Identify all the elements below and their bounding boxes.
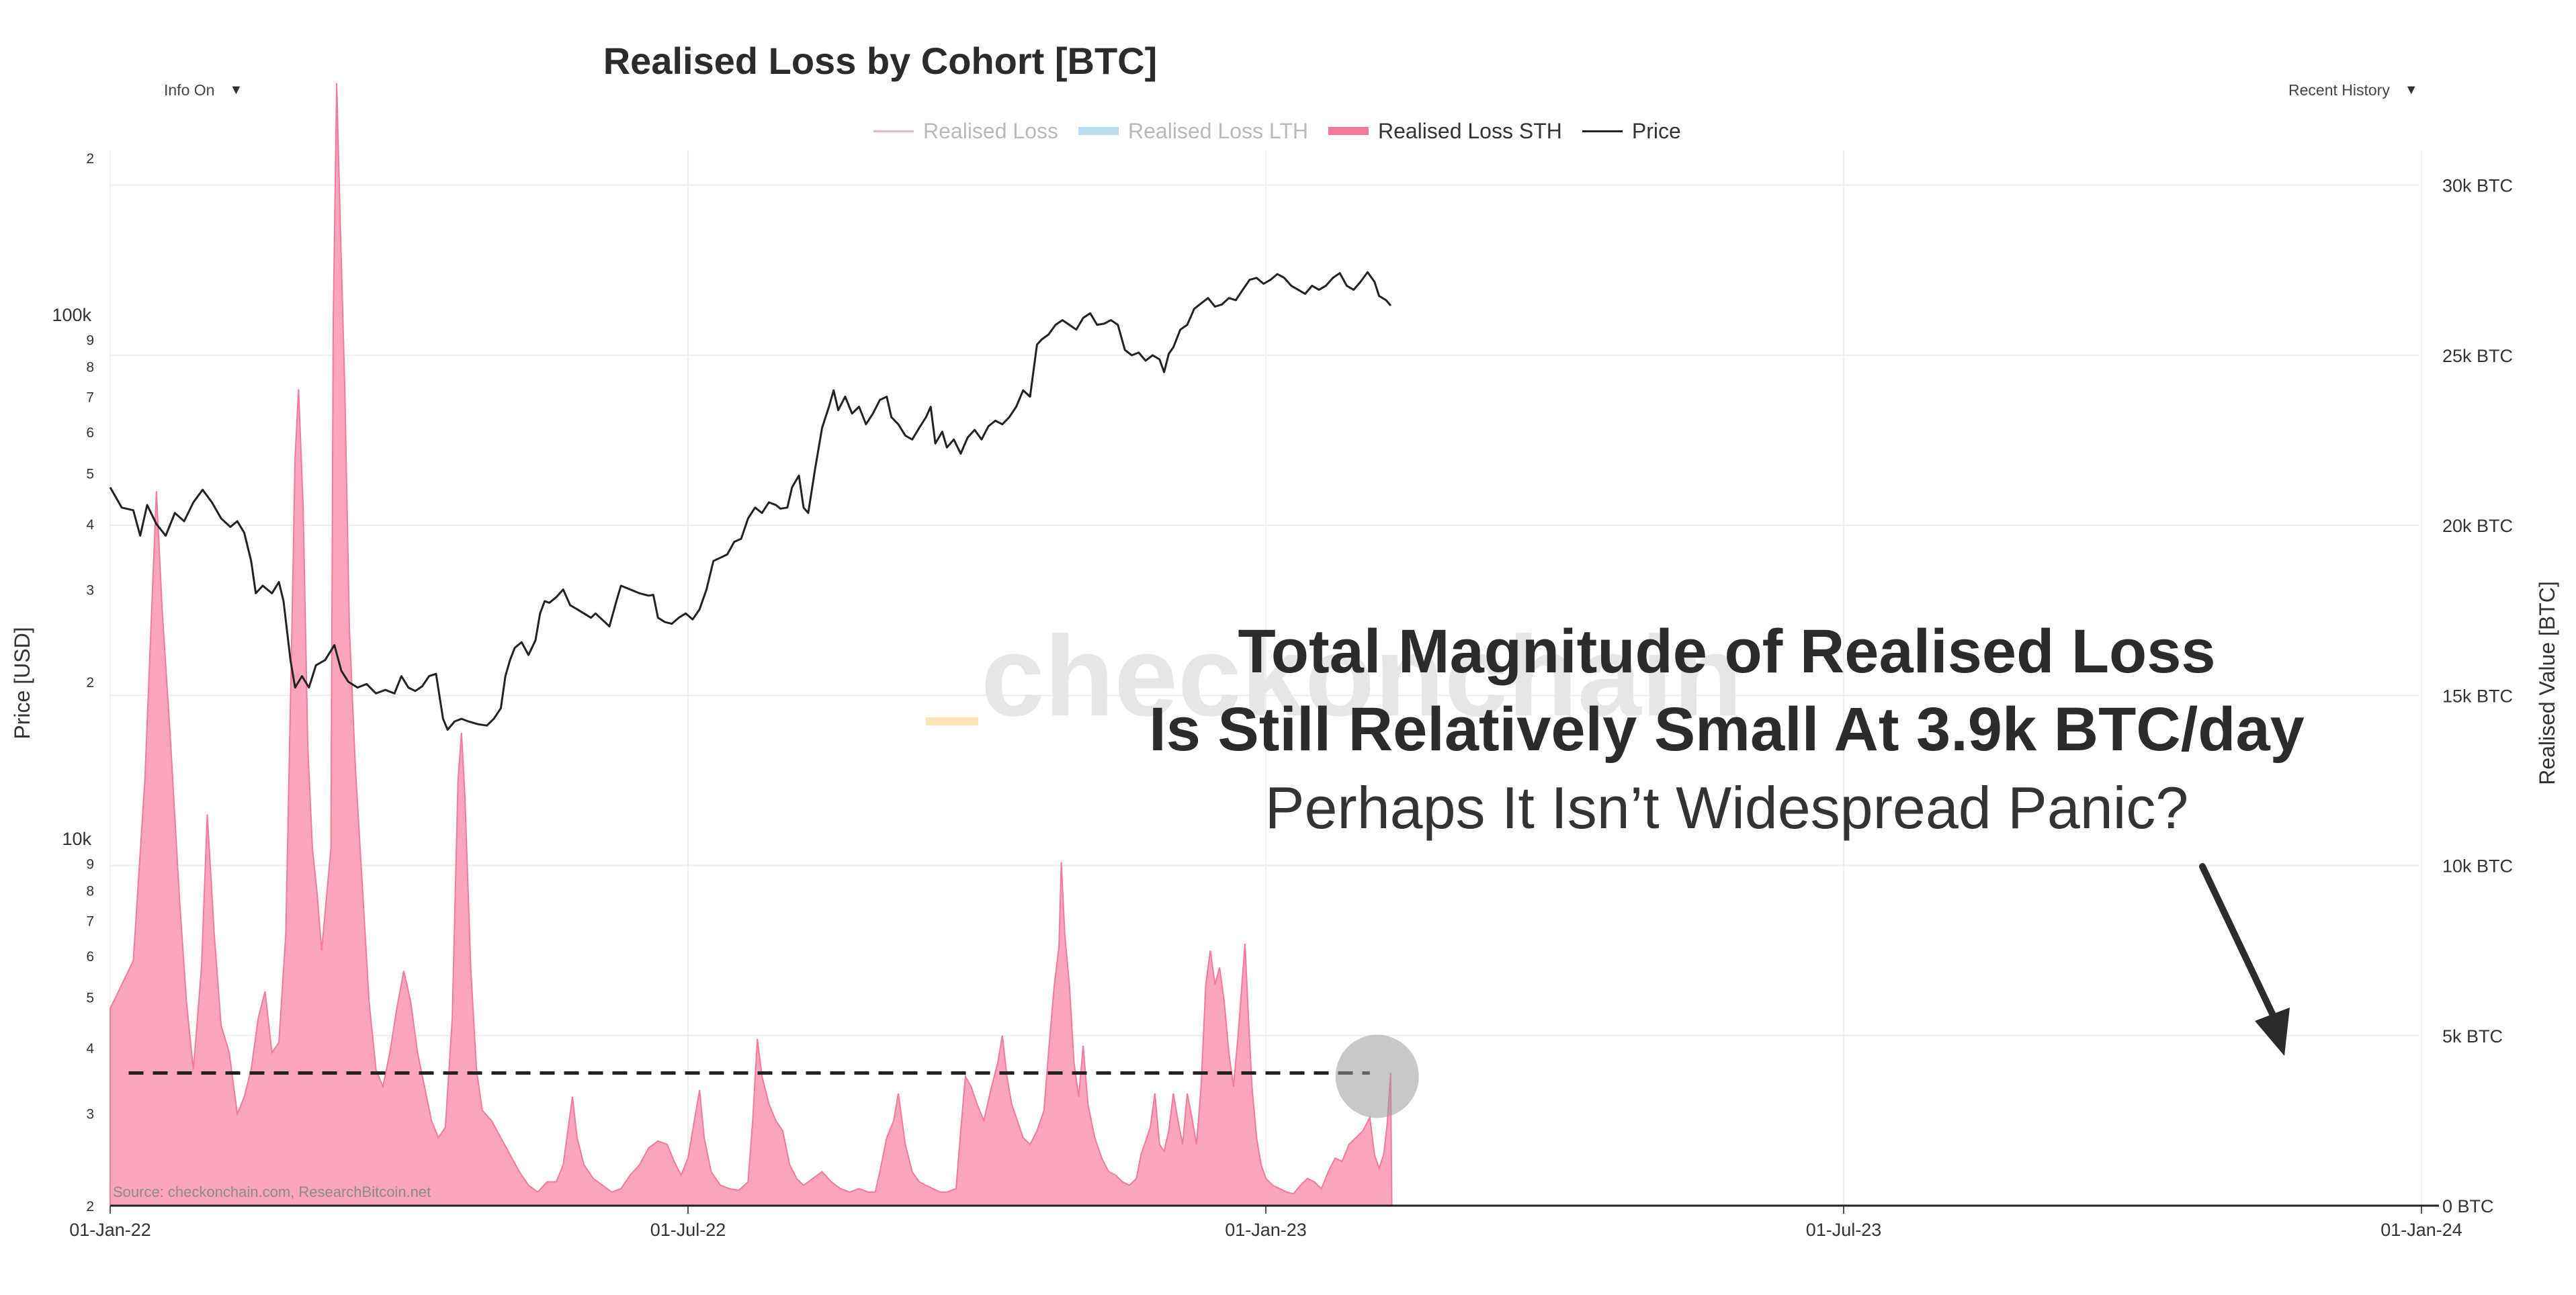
y-axis-right-tick-label: 10k BTC [2442,856,2513,877]
y-axis-left-tick-label: 8 [86,883,94,899]
y-axis-right-tick-label: 5k BTC [2442,1026,2503,1046]
legend-swatch-realised-loss-lth [1078,127,1119,135]
chevron-down-icon: ▼ [229,82,243,97]
price-line [109,271,1391,731]
annotation-headline-line1: Total Magnitude of Realised Loss [1238,617,2216,686]
x-axis-tick-label: 01-Jul-22 [650,1220,726,1240]
x-axis-tick-label: 01-Jul-23 [1806,1220,1882,1240]
chevron-down-icon: ▼ [2404,82,2418,97]
y-axis-right-tick-label: 20k BTC [2442,516,2513,536]
legend-label: Realised Loss [923,118,1058,143]
annotation-arrow-head [2255,1008,2290,1056]
x-axis-tick-label: 01-Jan-23 [1225,1220,1307,1240]
legend-swatch-price [1582,130,1623,132]
y-axis-right-tick-label: 15k BTC [2442,686,2513,706]
y-axis-right-tick-label: 0 BTC [2442,1196,2494,1216]
y-axis-right-tick-label: 25k BTC [2442,346,2513,366]
legend-label: Price [1631,118,1681,143]
y-axis-left-tick-label: 2 [86,675,94,690]
annotation-headline-line2: Is Still Relatively Small At 3.9k BTC/da… [1149,695,2305,764]
annotation-arrow-shaft [2199,863,2280,1026]
y-axis-left-tick-label: 10k [62,829,91,849]
annotation-subtitle: Perhaps It Isn’t Widespread Panic? [1264,774,2189,841]
legend-item-realised-loss-sth[interactable]: Realised Loss STH [1328,119,1562,144]
y-axis-left-tick-label: 2 [86,1199,94,1214]
watermark-mark [926,717,978,725]
latest-value-highlight [1335,1034,1419,1118]
realised-loss-sth-area [110,83,1393,1206]
legend-item-realised-loss[interactable]: Realised Loss [873,119,1058,144]
plot-area [109,83,2290,1206]
history-range-label: Recent History [2288,81,2390,99]
y-axis-right-title: Realised Value [BTC] [2535,581,2559,785]
y-axis-left-tick-label: 9 [86,856,94,872]
chart-title: Realised Loss by Cohort [BTC] [603,40,1158,82]
info-toggle-label: Info On [164,81,215,99]
legend-label: Realised Loss LTH [1128,118,1308,143]
legend-swatch-realised-loss [873,130,914,132]
y-axis-left-tick-label: 7 [86,914,94,930]
x-axis-tick-label: 01-Jan-24 [2380,1220,2462,1240]
y-axis-left-tick-label: 5 [86,467,94,482]
y-axis-left-tick-label: 3 [86,583,94,598]
y-axis-left-tick-label: 9 [86,332,94,348]
source-credit: Source: checkonchain.com, ResearchBitcoi… [113,1184,431,1200]
y-axis-right-tick-label: 30k BTC [2442,176,2513,196]
y-axis-left-tick-label: 4 [86,517,94,533]
legend-swatch-realised-loss-sth [1328,127,1369,135]
watermark-logo: checkonchain [981,613,1743,740]
y-axis-left-tick-label: 6 [86,949,94,965]
chart-legend: Realised Loss Realised Loss LTH Realised… [873,114,1681,148]
legend-label: Realised Loss STH [1377,118,1562,143]
y-axis-left-tick-label: 8 [86,359,94,375]
y-axis-left-tick-label: 6 [86,425,94,441]
axes: 0 BTC 5k BTC 10k BTC 15k BTC 20k BTC 25k BTC 3… [52,151,2513,1240]
y-axis-left-tick-label: 4 [86,1041,94,1057]
y-axis-left-tick-label: 2 [86,151,94,167]
y-axis-left-title: Price [USD] [10,627,34,739]
legend-item-realised-loss-lth[interactable]: Realised Loss LTH [1078,119,1308,144]
y-axis-left-tick-label: 7 [86,390,94,406]
legend-item-price[interactable]: Price [1582,119,1681,144]
x-axis-tick-label: 01-Jan-22 [69,1220,151,1240]
y-axis-left-tick-label: 3 [86,1107,94,1122]
history-range-dropdown[interactable]: Recent History ▼ [2271,73,2436,107]
y-axis-left-tick-label: 5 [86,991,94,1006]
y-axis-left-tick-label: 100k [52,305,91,325]
info-toggle-dropdown[interactable]: Info On ▼ [146,73,261,107]
